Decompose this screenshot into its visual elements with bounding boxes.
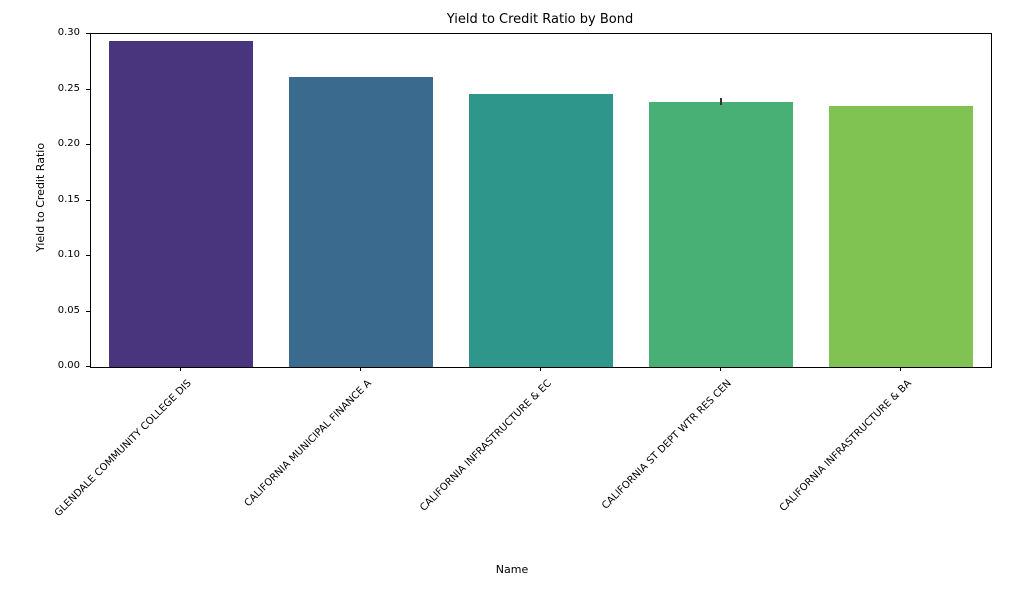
x-tick-label: CALIFORNIA INFRASTRUCTURE & BA — [765, 378, 914, 527]
figure: Yield to Credit Ratio by Bond Yield to C… — [0, 0, 1024, 614]
bar — [469, 94, 613, 367]
x-tick-label: CALIFORNIA MUNICIPAL FINANCE A — [225, 378, 374, 527]
y-tick-label: 0.05 — [40, 305, 80, 316]
y-tick — [86, 33, 90, 34]
plot-area — [90, 33, 992, 368]
y-tick-label: 0.30 — [40, 27, 80, 38]
x-tick — [180, 367, 181, 371]
x-tick-label: CALIFORNIA INFRASTRUCTURE & EC — [405, 378, 554, 527]
y-tick — [86, 89, 90, 90]
x-tick — [360, 367, 361, 371]
y-tick-label: 0.25 — [40, 83, 80, 94]
bar — [289, 77, 433, 367]
error-bar — [720, 98, 722, 105]
y-tick-label: 0.10 — [40, 249, 80, 260]
y-tick-label: 0.15 — [40, 194, 80, 205]
x-tick — [900, 367, 901, 371]
bar — [829, 106, 973, 367]
chart-title: Yield to Credit Ratio by Bond — [90, 12, 990, 27]
x-tick-label: CALIFORNIA ST DEPT WTR RES CEN — [585, 378, 734, 527]
bar — [649, 102, 793, 367]
y-tick-label: 0.20 — [40, 138, 80, 149]
y-tick — [86, 144, 90, 145]
y-tick — [86, 255, 90, 256]
x-tick-label: GLENDALE COMMUNITY COLLEGE DIS — [45, 378, 194, 527]
y-tick — [86, 311, 90, 312]
y-tick-label: 0.00 — [40, 360, 80, 371]
y-tick — [86, 366, 90, 367]
x-tick — [720, 367, 721, 371]
x-axis-label: Name — [0, 563, 1024, 576]
x-tick — [540, 367, 541, 371]
y-tick — [86, 200, 90, 201]
bar — [109, 41, 253, 367]
